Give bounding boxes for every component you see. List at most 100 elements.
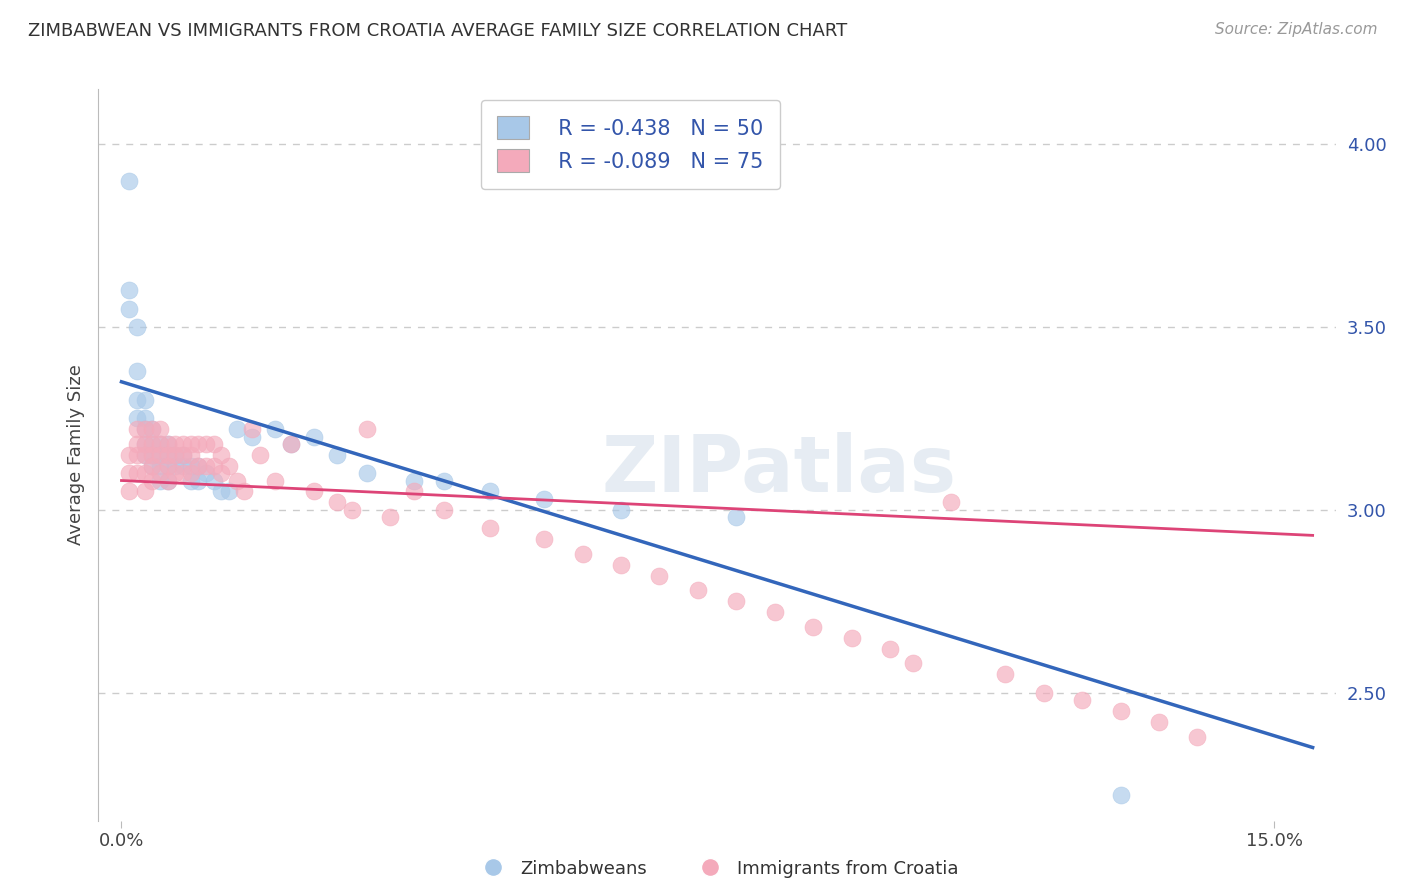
- Point: [610, 558, 633, 572]
- Point: [149, 422, 172, 436]
- Point: [165, 437, 187, 451]
- Point: [218, 484, 240, 499]
- Point: [209, 466, 232, 480]
- Point: [134, 422, 156, 436]
- Point: [118, 301, 141, 316]
- Point: [356, 422, 378, 436]
- Point: [156, 458, 179, 473]
- Point: [141, 458, 163, 473]
- Point: [195, 437, 218, 451]
- Point: [763, 605, 786, 619]
- Point: [118, 484, 141, 499]
- Point: [648, 568, 671, 582]
- Point: [149, 448, 172, 462]
- Point: [141, 448, 163, 462]
- Point: [264, 422, 287, 436]
- Point: [225, 474, 247, 488]
- Point: [240, 422, 263, 436]
- Point: [165, 466, 187, 480]
- Point: [125, 320, 148, 334]
- Point: [141, 422, 163, 436]
- Point: [134, 437, 156, 451]
- Point: [149, 437, 172, 451]
- Point: [686, 583, 709, 598]
- Point: [325, 495, 347, 509]
- Point: [172, 458, 194, 473]
- Point: [479, 521, 502, 535]
- Point: [725, 594, 748, 608]
- Point: [302, 484, 325, 499]
- Point: [149, 466, 172, 480]
- Point: [725, 510, 748, 524]
- Point: [141, 437, 163, 451]
- Point: [479, 484, 502, 499]
- Text: ZIPatlas: ZIPatlas: [602, 432, 956, 508]
- Point: [141, 474, 163, 488]
- Point: [325, 448, 347, 462]
- Point: [172, 448, 194, 462]
- Point: [125, 437, 148, 451]
- Point: [141, 437, 163, 451]
- Point: [233, 484, 256, 499]
- Point: [1109, 788, 1132, 802]
- Point: [195, 458, 218, 473]
- Point: [134, 466, 156, 480]
- Point: [180, 466, 202, 480]
- Point: [433, 474, 456, 488]
- Point: [180, 474, 202, 488]
- Point: [118, 466, 141, 480]
- Y-axis label: Average Family Size: Average Family Size: [66, 365, 84, 545]
- Point: [1109, 704, 1132, 718]
- Point: [302, 429, 325, 443]
- Point: [218, 458, 240, 473]
- Point: [901, 657, 924, 671]
- Point: [340, 502, 363, 516]
- Point: [402, 484, 425, 499]
- Point: [280, 437, 302, 451]
- Point: [134, 411, 156, 425]
- Point: [172, 466, 194, 480]
- Point: [380, 510, 402, 524]
- Point: [125, 448, 148, 462]
- Point: [1187, 730, 1209, 744]
- Point: [195, 466, 218, 480]
- Point: [187, 437, 209, 451]
- Point: [125, 364, 148, 378]
- Point: [1071, 693, 1094, 707]
- Point: [402, 474, 425, 488]
- Point: [118, 448, 141, 462]
- Point: [156, 448, 179, 462]
- Legend: Zimbabweans, Immigrants from Croatia: Zimbabweans, Immigrants from Croatia: [468, 853, 966, 885]
- Point: [187, 458, 209, 473]
- Point: [879, 641, 901, 656]
- Point: [134, 448, 156, 462]
- Point: [1032, 686, 1054, 700]
- Point: [134, 392, 156, 407]
- Point: [172, 448, 194, 462]
- Point: [156, 474, 179, 488]
- Point: [280, 437, 302, 451]
- Text: Source: ZipAtlas.com: Source: ZipAtlas.com: [1215, 22, 1378, 37]
- Point: [249, 448, 271, 462]
- Text: ZIMBABWEAN VS IMMIGRANTS FROM CROATIA AVERAGE FAMILY SIZE CORRELATION CHART: ZIMBABWEAN VS IMMIGRANTS FROM CROATIA AV…: [28, 22, 848, 40]
- Point: [533, 532, 555, 546]
- Point: [571, 547, 593, 561]
- Point: [433, 502, 456, 516]
- Point: [202, 458, 225, 473]
- Point: [134, 484, 156, 499]
- Point: [1147, 714, 1170, 729]
- Point: [264, 474, 287, 488]
- Point: [134, 422, 156, 436]
- Point: [994, 667, 1017, 681]
- Point: [125, 411, 148, 425]
- Point: [165, 448, 187, 462]
- Point: [941, 495, 963, 509]
- Point: [240, 429, 263, 443]
- Point: [801, 620, 824, 634]
- Point: [180, 458, 202, 473]
- Point: [165, 448, 187, 462]
- Point: [209, 484, 232, 499]
- Point: [209, 448, 232, 462]
- Point: [180, 437, 202, 451]
- Point: [141, 448, 163, 462]
